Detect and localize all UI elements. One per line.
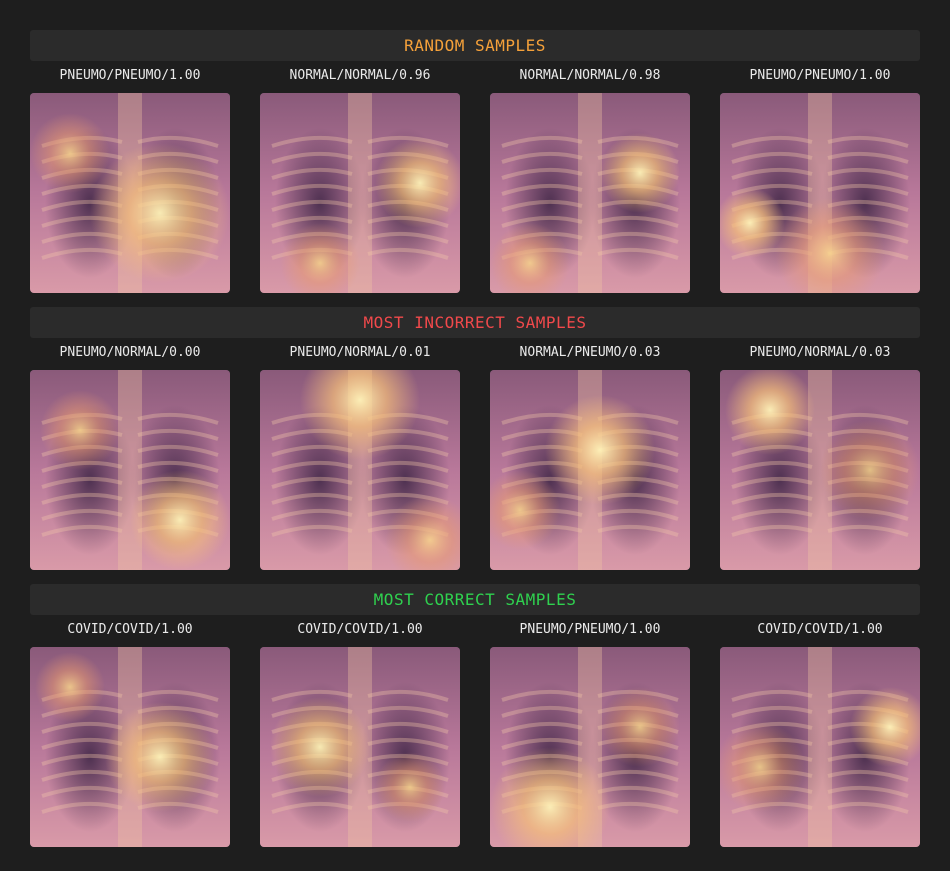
xray-heatmap-image	[30, 647, 230, 847]
sample-card: NORMAL/NORMAL/0.96	[260, 67, 460, 293]
section-random-samples: RANDOM SAMPLES PNEUMO/PNEUMO/1.00 NORMAL/…	[30, 30, 920, 293]
sample-card: PNEUMO/PNEUMO/1.00	[490, 621, 690, 847]
sample-label: PNEUMO/PNEUMO/1.00	[59, 68, 201, 83]
sample-label: PNEUMO/NORMAL/0.01	[289, 345, 431, 360]
sample-card: PNEUMO/NORMAL/0.03	[720, 344, 920, 570]
xray-heatmap-image	[490, 93, 690, 293]
section-most-correct-samples: MOST CORRECT SAMPLES COVID/COVID/1.00 COV…	[30, 584, 920, 847]
xray-heatmap-image	[30, 370, 230, 570]
sample-card: PNEUMO/NORMAL/0.00	[30, 344, 230, 570]
sample-card: NORMAL/PNEUMO/0.03	[490, 344, 690, 570]
sample-card: COVID/COVID/1.00	[260, 621, 460, 847]
sample-card: PNEUMO/PNEUMO/1.00	[30, 67, 230, 293]
xray-heatmap-image	[260, 93, 460, 293]
sample-card: NORMAL/NORMAL/0.98	[490, 67, 690, 293]
sample-label: COVID/COVID/1.00	[297, 622, 423, 637]
section-title: MOST CORRECT SAMPLES	[30, 584, 920, 615]
sample-card: PNEUMO/NORMAL/0.01	[260, 344, 460, 570]
sample-label: COVID/COVID/1.00	[67, 622, 193, 637]
xray-heatmap-image	[260, 647, 460, 847]
section-title: RANDOM SAMPLES	[30, 30, 920, 61]
section-title: MOST INCORRECT SAMPLES	[30, 307, 920, 338]
sample-label: PNEUMO/PNEUMO/1.00	[749, 68, 891, 83]
sample-label: NORMAL/NORMAL/0.96	[289, 68, 431, 83]
sample-label: NORMAL/PNEUMO/0.03	[519, 345, 661, 360]
xray-heatmap-image	[490, 370, 690, 570]
sample-card: COVID/COVID/1.00	[720, 621, 920, 847]
xray-heatmap-image	[260, 370, 460, 570]
sample-label: COVID/COVID/1.00	[757, 622, 883, 637]
xray-heatmap-image	[30, 93, 230, 293]
xray-heatmap-image	[720, 370, 920, 570]
xray-heatmap-image	[720, 93, 920, 293]
sample-label: PNEUMO/NORMAL/0.00	[59, 345, 201, 360]
section-most-incorrect-samples: MOST INCORRECT SAMPLES PNEUMO/NORMAL/0.00…	[30, 307, 920, 570]
sample-card: COVID/COVID/1.00	[30, 621, 230, 847]
sample-label: PNEUMO/NORMAL/0.03	[749, 345, 891, 360]
xray-heatmap-image	[490, 647, 690, 847]
sample-label: PNEUMO/PNEUMO/1.00	[519, 622, 661, 637]
xray-heatmap-image	[720, 647, 920, 847]
sample-label: NORMAL/NORMAL/0.98	[519, 68, 661, 83]
sample-card: PNEUMO/PNEUMO/1.00	[720, 67, 920, 293]
